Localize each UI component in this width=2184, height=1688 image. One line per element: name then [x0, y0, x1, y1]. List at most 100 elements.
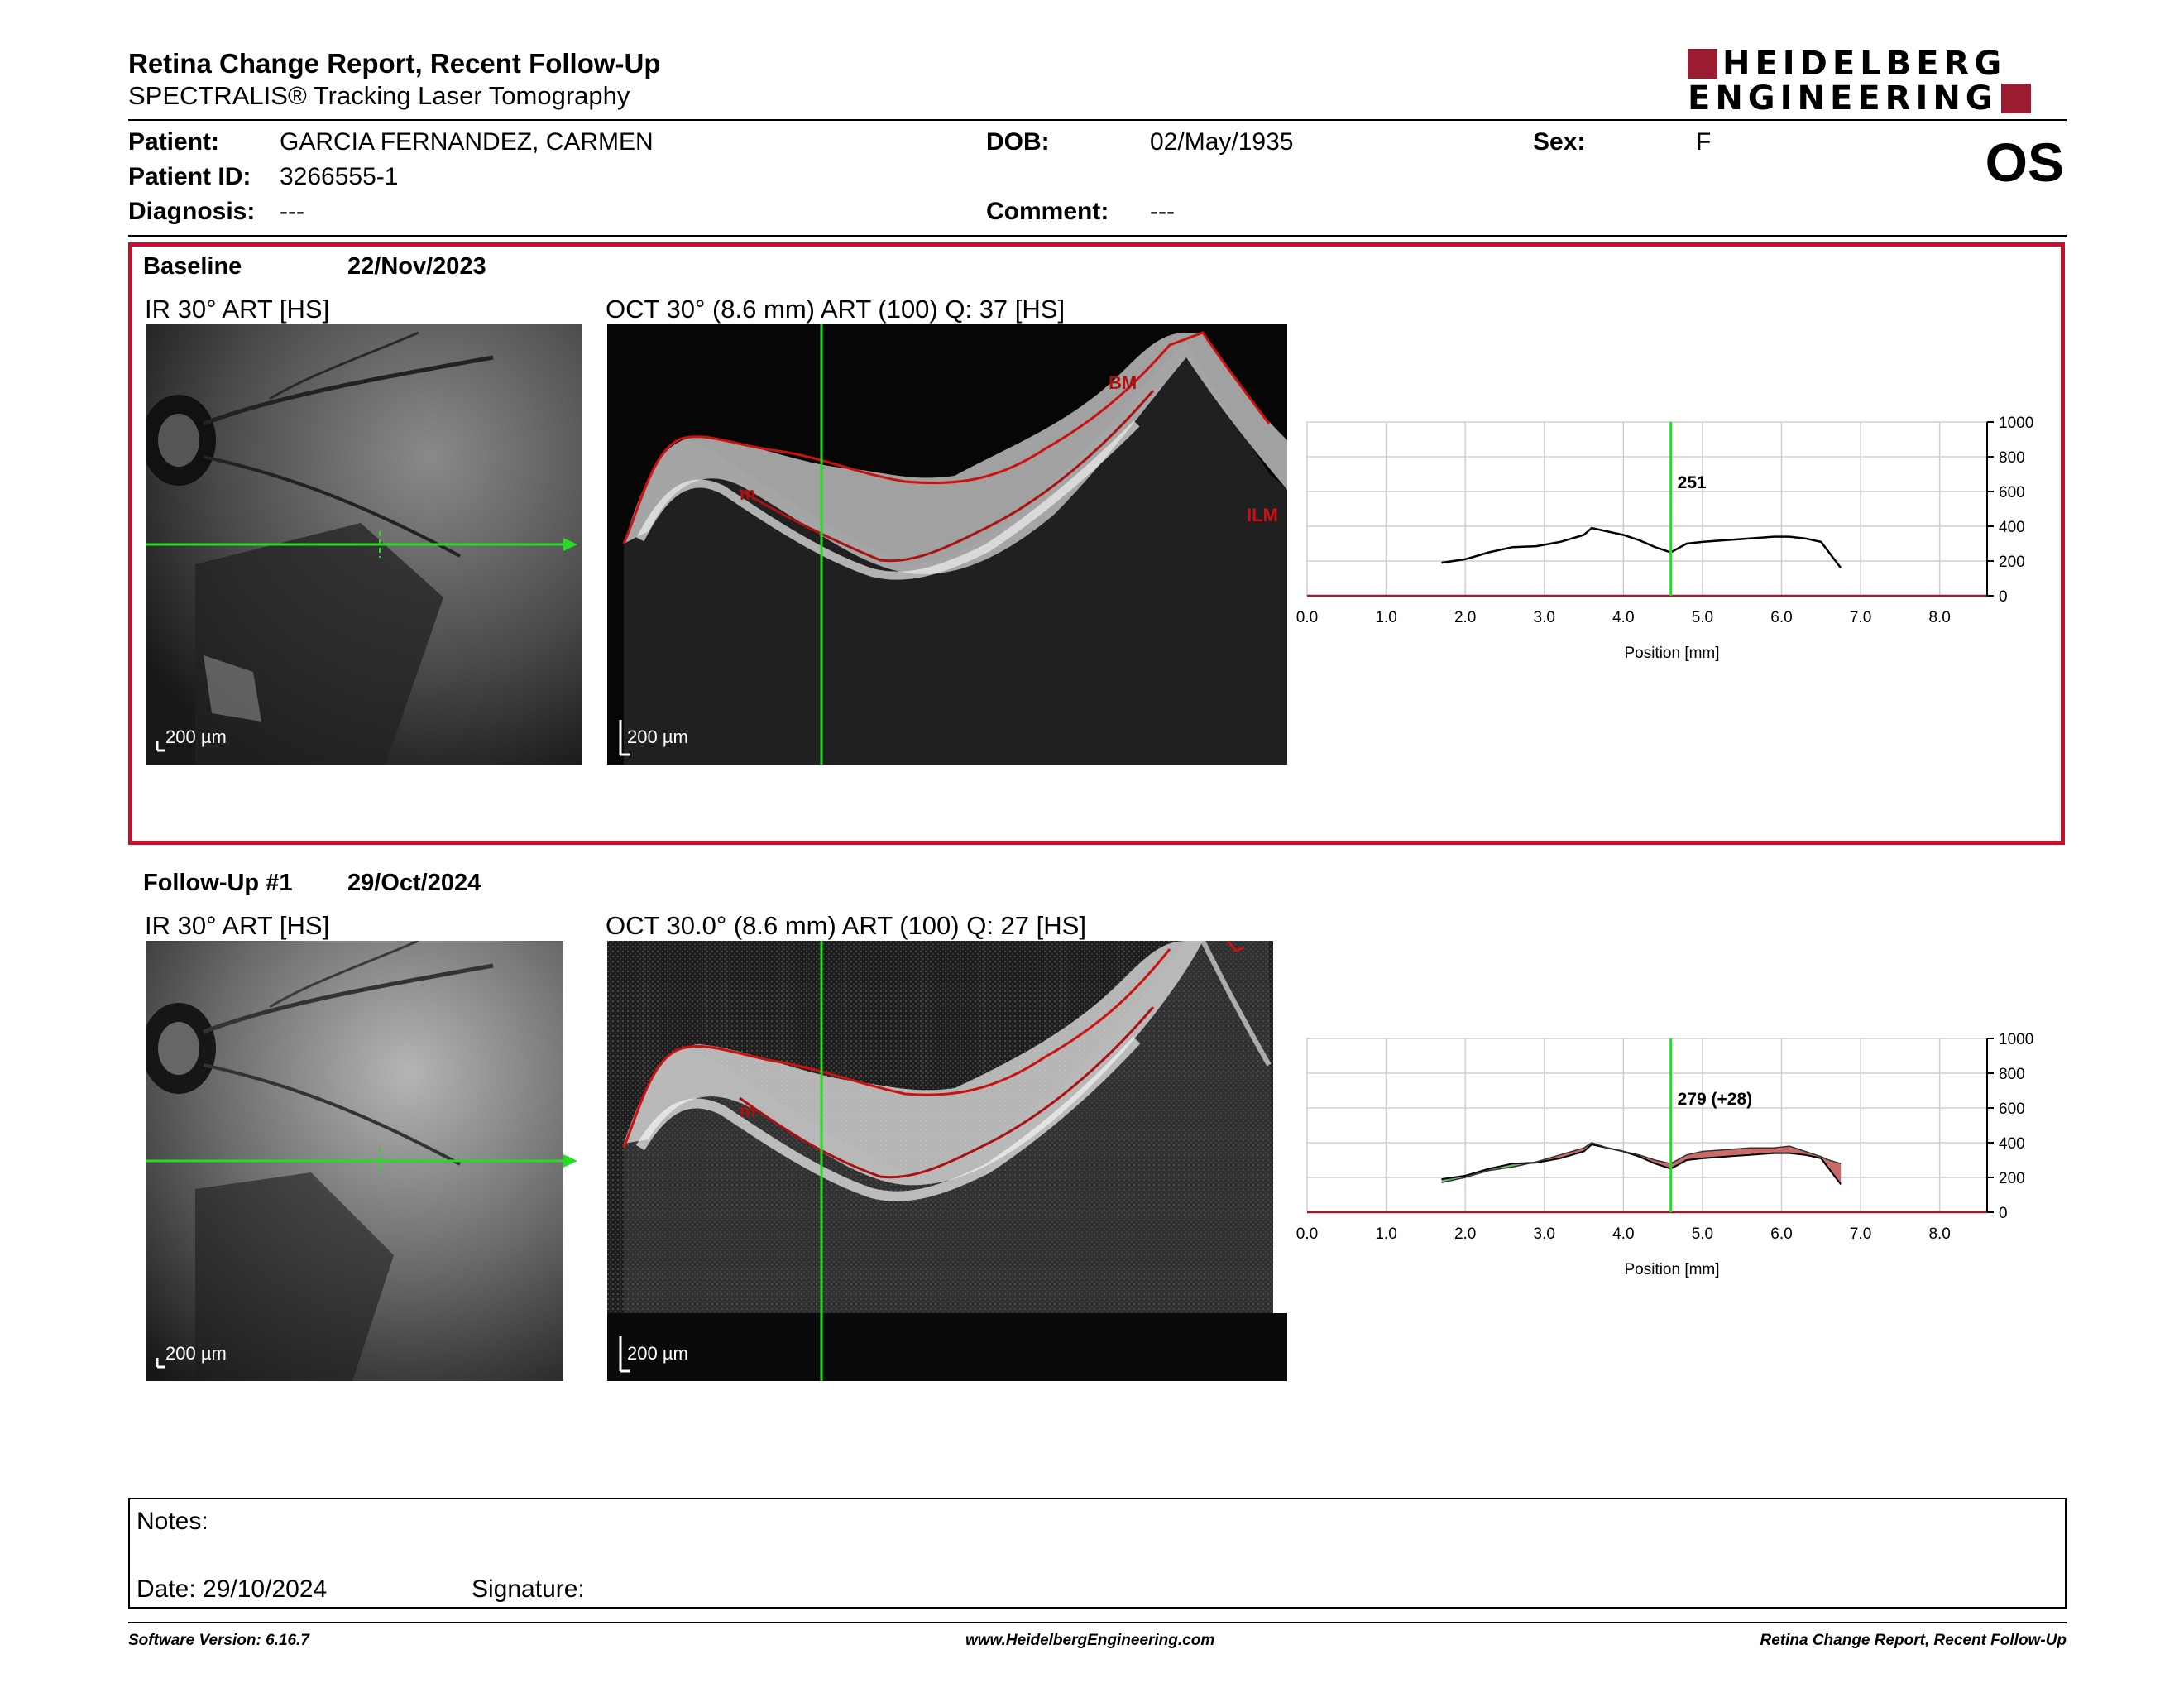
followup-oct-bscan-image[interactable]: m 200 µm: [607, 941, 1287, 1381]
x-tick-label: 5.0: [1692, 1225, 1713, 1243]
baseline-oct-tag-bm: BM: [1109, 372, 1137, 393]
notes-label: Notes:: [136, 1508, 208, 1535]
y-tick-label: 1000: [1999, 1031, 2033, 1048]
followup-ir-scale: 200 µm: [165, 1343, 227, 1364]
y-tick-label: 400: [1999, 519, 2025, 536]
thickness-change-fill: [1686, 1151, 1703, 1160]
baseline-oct-bscan-image[interactable]: BM m ILM 200 µm: [607, 324, 1287, 765]
eye-laterality: OS: [1985, 132, 2064, 193]
dob-value: 02/May/1935: [1150, 128, 1294, 156]
baseline-ir-label: IR 30° ART [HS]: [145, 295, 330, 324]
logo-square-icon: [2000, 84, 2031, 113]
y-tick-label: 200: [1999, 1170, 2025, 1187]
patient-divider: [128, 235, 2067, 237]
y-tick-label: 600: [1999, 1101, 2025, 1118]
patient-id-value: 3266555-1: [280, 163, 399, 190]
y-tick-label: 0: [1999, 588, 2008, 606]
patient-value: GARCIA FERNANDEZ, CARMEN: [280, 128, 654, 156]
followup-date: 29/Oct/2024: [347, 870, 481, 896]
baseline-ir-fundus-image[interactable]: 200 µm: [146, 324, 582, 765]
followup-label: Follow-Up #1: [143, 870, 293, 896]
sex-label: Sex:: [1533, 128, 1586, 156]
followup-oct-scale: 200 µm: [627, 1343, 688, 1364]
followup-oct-tag-m: m: [740, 1101, 756, 1121]
baseline-oct-tag-m: m: [740, 483, 756, 504]
x-tick-label: 3.0: [1534, 609, 1555, 626]
y-tick-label: 200: [1999, 554, 2025, 571]
header-divider: [128, 119, 2067, 121]
baseline-ir-scale: 200 µm: [165, 727, 227, 747]
footer-divider: [128, 1622, 2067, 1623]
x-tick-label: 3.0: [1534, 1225, 1555, 1243]
x-axis-label: Position [mm]: [1624, 1261, 1719, 1278]
report-subtitle: SPECTRALIS® Tracking Laser Tomography: [128, 81, 630, 110]
followup-ir-drawing: [146, 941, 582, 1381]
patient-id-label: Patient ID:: [128, 163, 251, 190]
baseline-oct-scale: 200 µm: [627, 727, 688, 747]
sex-value: F: [1696, 128, 1712, 156]
comment-label: Comment:: [986, 198, 1109, 225]
baseline-highlight-box: [128, 242, 2065, 845]
comment-value: ---: [1150, 198, 1175, 225]
x-tick-label: 7.0: [1850, 609, 1871, 626]
y-tick-label: 800: [1999, 449, 2025, 467]
x-tick-label: 0.0: [1296, 1225, 1318, 1243]
baseline-oct-label: OCT 30° (8.6 mm) ART (100) Q: 37 [HS]: [606, 295, 1066, 324]
y-tick-label: 0: [1999, 1205, 2008, 1222]
baseline-label: Baseline: [143, 253, 242, 280]
followup-thickness-line: [1441, 1142, 1842, 1184]
thickness-change-fill: [1702, 1149, 1727, 1158]
baseline-oct-tag-ilm: ILM: [1247, 505, 1278, 525]
marker-value-label: 279 (+28): [1678, 1090, 1752, 1109]
thickness-change-fill: [1828, 1160, 1842, 1185]
baseline-oct-drawing: BM m ILM: [607, 324, 1287, 765]
followup-ir-fundus-image[interactable]: 200 µm: [146, 941, 582, 1381]
diagnosis-value: ---: [280, 198, 304, 225]
logo-square-icon: [1688, 49, 1717, 79]
followup-thickness-chart: 0 200 400 600 800 1000 0.0 1.0 2.0 3.0 4.0 5.0 6.0 7.…: [1296, 1031, 2033, 1278]
x-tick-label: 2.0: [1454, 1225, 1476, 1243]
thickness-change-fill: [1789, 1146, 1806, 1155]
x-tick-label: 1.0: [1375, 609, 1396, 626]
notes-date: Date: 29/10/2024: [136, 1575, 328, 1603]
signature-label: Signature:: [472, 1575, 585, 1603]
x-tick-label: 8.0: [1928, 1225, 1950, 1243]
baseline-thickness-chart: 0 200 400 600 800 1000 0.0 1.0 2.0 3.0 4.0 5.0 6.0 7.…: [1296, 415, 2033, 662]
x-tick-label: 4.0: [1612, 609, 1634, 626]
y-tick-label: 600: [1999, 484, 2025, 501]
x-tick-label: 6.0: [1770, 1225, 1792, 1243]
thickness-change-fill: [1726, 1148, 1751, 1157]
x-axis-label: Position [mm]: [1624, 645, 1719, 662]
x-tick-label: 5.0: [1692, 609, 1713, 626]
software-version: Software Version: 6.16.7: [128, 1632, 309, 1649]
x-tick-label: 0.0: [1296, 609, 1318, 626]
baseline-ir-drawing: [146, 324, 582, 765]
x-tick-label: 4.0: [1612, 1225, 1634, 1243]
website-link[interactable]: www.HeidelbergEngineering.com: [965, 1632, 1215, 1649]
baseline-date: 22/Nov/2023: [347, 253, 486, 280]
x-tick-label: 6.0: [1770, 609, 1792, 626]
followup-oct-drawing: m: [607, 941, 1287, 1381]
followup-oct-label: OCT 30.0° (8.6 mm) ART (100) Q: 27 [HS]: [606, 911, 1086, 940]
footer-report-name: Retina Change Report, Recent Follow-Up: [1760, 1632, 2067, 1649]
notes-box[interactable]: Notes: Date: 29/10/2024 Signature:: [128, 1498, 2067, 1609]
followup-ir-label: IR 30° ART [HS]: [145, 911, 330, 940]
report-title: Retina Change Report, Recent Follow-Up: [128, 48, 661, 79]
logo-text-1: HEIDELBERG: [1722, 45, 2007, 83]
x-tick-label: 7.0: [1850, 1225, 1871, 1243]
marker-value-label: 251: [1678, 473, 1707, 492]
y-tick-label: 1000: [1999, 415, 2033, 432]
diagnosis-label: Diagnosis:: [128, 198, 256, 225]
y-tick-label: 400: [1999, 1135, 2025, 1153]
thickness-change-fill: [1559, 1148, 1584, 1158]
thickness-change-fill: [1670, 1154, 1687, 1169]
patient-label: Patient:: [128, 128, 220, 156]
thickness-line: [1441, 526, 1842, 569]
x-tick-label: 8.0: [1928, 609, 1950, 626]
dob-label: DOB:: [986, 128, 1050, 156]
x-tick-label: 2.0: [1454, 609, 1476, 626]
x-tick-label: 1.0: [1375, 1225, 1396, 1243]
logo-text-2: ENGINEERING: [1688, 79, 1998, 117]
y-tick-label: 800: [1999, 1066, 2025, 1083]
logo-line-2: ENGINEERING: [1688, 82, 2031, 115]
